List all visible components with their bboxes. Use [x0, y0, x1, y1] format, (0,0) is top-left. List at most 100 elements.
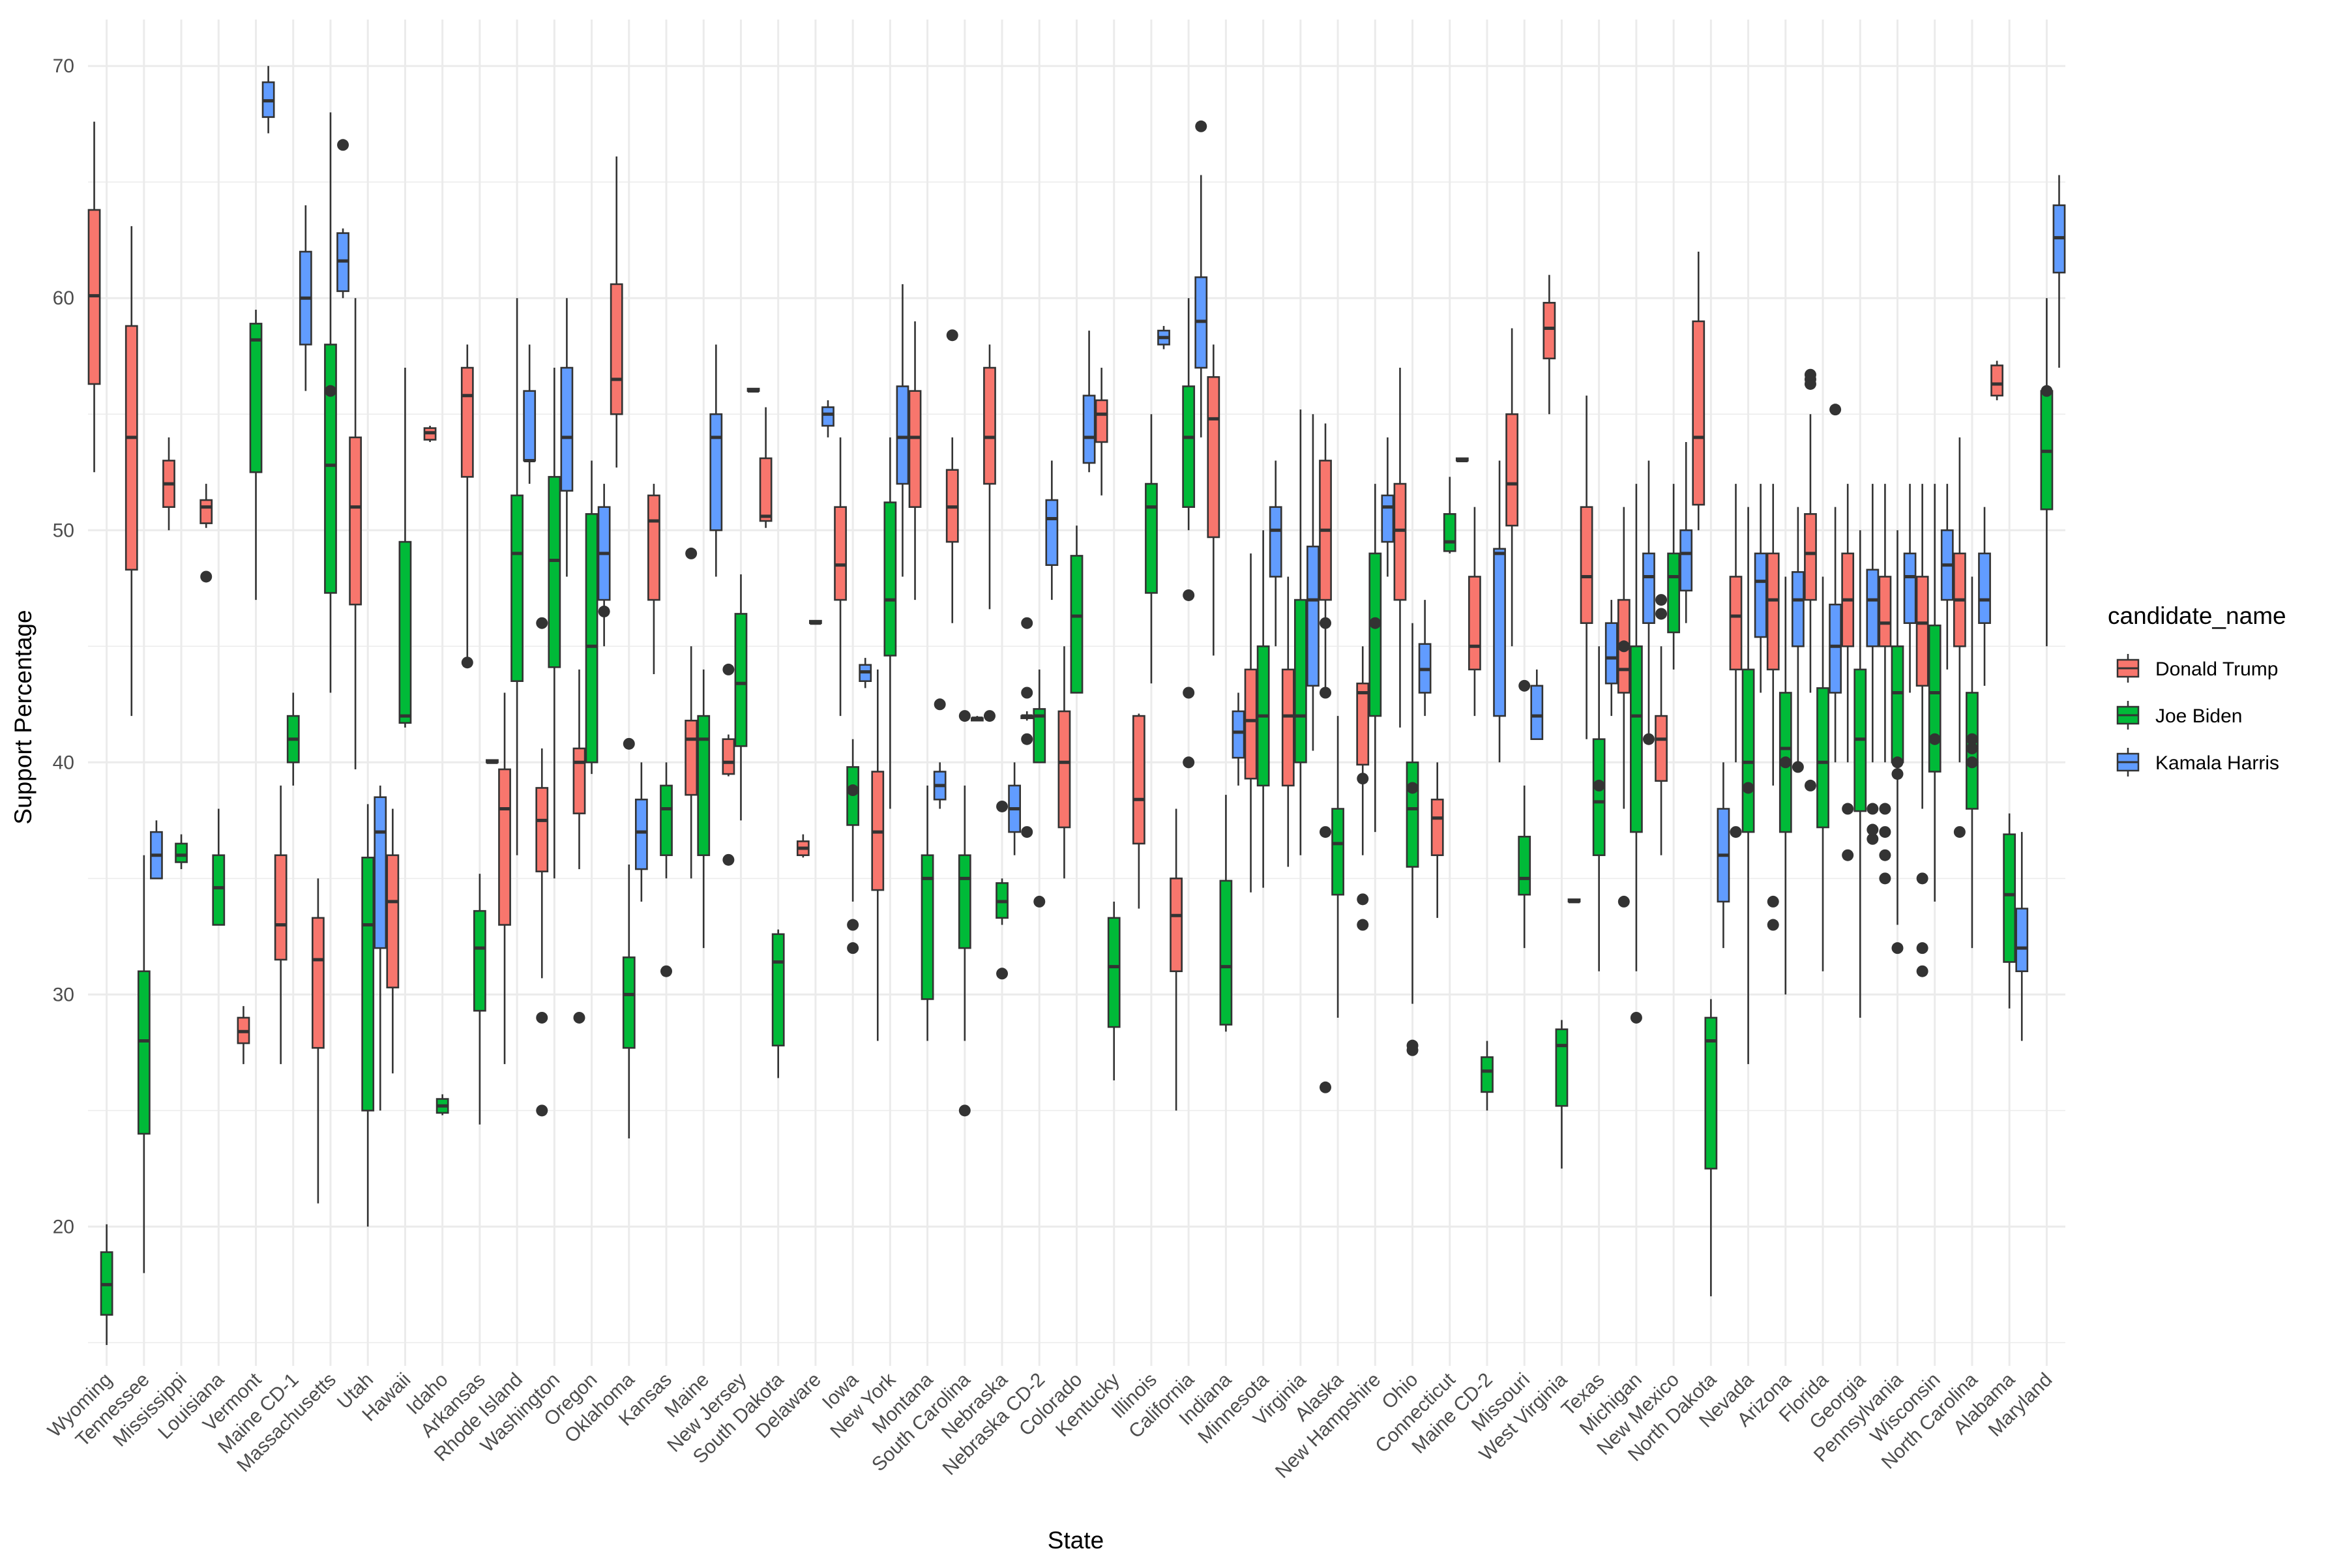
box-joe-biden	[1107, 901, 1121, 1081]
box-iqr	[212, 854, 226, 926]
box-iqr	[1592, 738, 1606, 857]
box-joe-biden	[697, 669, 711, 949]
outlier-point	[1767, 919, 1779, 931]
outlier-point	[1357, 773, 1369, 785]
outlier-point	[958, 1104, 971, 1117]
outlier-point	[1779, 756, 1792, 769]
box-joe-biden	[1518, 679, 1531, 949]
outlier-point	[1879, 803, 1891, 815]
outlier-point	[1406, 782, 1419, 794]
outlier-point	[1183, 589, 1195, 601]
box-kamala-harris	[859, 658, 872, 688]
outlier-point	[847, 784, 859, 797]
box-joe-biden	[1555, 1020, 1569, 1169]
box-donald-trump	[1990, 361, 2003, 400]
box-iqr	[883, 501, 897, 657]
box-donald-trump	[1020, 617, 1034, 838]
legend-label: Kamala Harris	[2155, 752, 2279, 774]
box-kamala-harris	[1903, 484, 1917, 693]
box-kamala-harris	[1754, 484, 1767, 693]
outlier-point	[996, 800, 1009, 812]
box-kamala-harris	[261, 66, 275, 134]
box-kamala-harris	[1194, 120, 1208, 437]
box-iqr	[896, 385, 909, 485]
box-joe-biden	[1779, 576, 1792, 995]
box-iqr	[722, 738, 735, 775]
box-donald-trump	[1953, 437, 1966, 838]
box-donald-trump	[1468, 507, 1481, 717]
box-donald-trump	[87, 121, 101, 473]
box-iqr	[1642, 552, 1655, 624]
box-iqr	[510, 494, 524, 682]
box-iqr	[1281, 668, 1295, 787]
box-iqr	[1741, 668, 1755, 833]
box-donald-trump	[1878, 484, 1892, 885]
box-iqr	[1033, 708, 1046, 763]
box-joe-biden	[175, 834, 188, 870]
box-iqr	[249, 323, 263, 473]
outlier-point	[1867, 833, 1879, 845]
box-donald-trump	[1281, 576, 1295, 867]
box-iqr	[1604, 622, 1618, 685]
box-donald-trump	[125, 226, 138, 717]
y-axis-ticks: 20 30 40 50 60 70	[53, 55, 74, 1237]
legend-title: candidate_name	[2108, 602, 2286, 629]
box-joe-biden	[1145, 414, 1158, 684]
outlier-point	[337, 139, 349, 151]
box-iqr	[1630, 645, 1643, 833]
box-iqr	[1829, 603, 1842, 694]
box-kamala-harris	[1530, 669, 1544, 741]
outlier-point	[958, 710, 971, 722]
box-kamala-harris	[1791, 507, 1805, 773]
outlier-point	[461, 657, 473, 669]
box-donald-trump	[1132, 713, 1145, 909]
box-iqr	[1057, 710, 1071, 829]
box-kamala-harris	[1008, 762, 1022, 855]
box-kamala-harris	[1866, 484, 1880, 845]
box-iqr	[1555, 1028, 1569, 1107]
box-iqr	[498, 768, 511, 926]
box-iqr	[1082, 394, 1096, 464]
box-iqr	[374, 796, 387, 949]
box-donald-trump	[1505, 328, 1519, 647]
box-iqr	[921, 854, 934, 1000]
box-donald-trump	[572, 669, 586, 1024]
outlier-point	[1742, 782, 1754, 794]
box-joe-biden	[1406, 623, 1419, 1056]
boxes	[87, 66, 2066, 1345]
box-kamala-harris	[971, 716, 984, 722]
box-joe-biden	[1293, 409, 1307, 855]
box-joe-biden	[510, 298, 524, 855]
box-joe-biden	[361, 804, 375, 1227]
outlier-point	[1867, 803, 1879, 815]
box-iqr	[1804, 513, 1817, 601]
outlier-point	[200, 570, 213, 583]
box-joe-biden	[846, 739, 860, 954]
box-iqr	[523, 390, 537, 462]
box-kamala-harris	[1493, 460, 1506, 763]
outlier-point	[536, 1011, 548, 1024]
box-iqr	[1729, 576, 1743, 671]
box-donald-trump	[1356, 646, 1370, 931]
box-iqr	[460, 366, 474, 478]
box-donald-trump	[610, 156, 623, 468]
box-joe-biden	[1667, 484, 1681, 670]
box-iqr	[1655, 715, 1668, 782]
box-iqr	[535, 787, 549, 872]
box-joe-biden	[1966, 576, 1979, 949]
legend-label: Joe Biden	[2155, 705, 2242, 727]
box-iqr	[1132, 715, 1145, 845]
box-joe-biden	[1219, 795, 1233, 1032]
outlier-point	[1655, 608, 1668, 620]
box-iqr	[1580, 506, 1593, 624]
outlier-point	[1320, 687, 1332, 699]
outlier-point	[1829, 404, 1842, 416]
box-joe-biden	[1816, 576, 1829, 971]
box-iqr	[1070, 555, 1084, 694]
box-donald-trump	[1170, 808, 1183, 1111]
box-iqr	[834, 506, 847, 601]
box-iqr	[759, 457, 773, 522]
box-iqr	[734, 613, 748, 747]
outlier-point	[1879, 849, 1891, 861]
